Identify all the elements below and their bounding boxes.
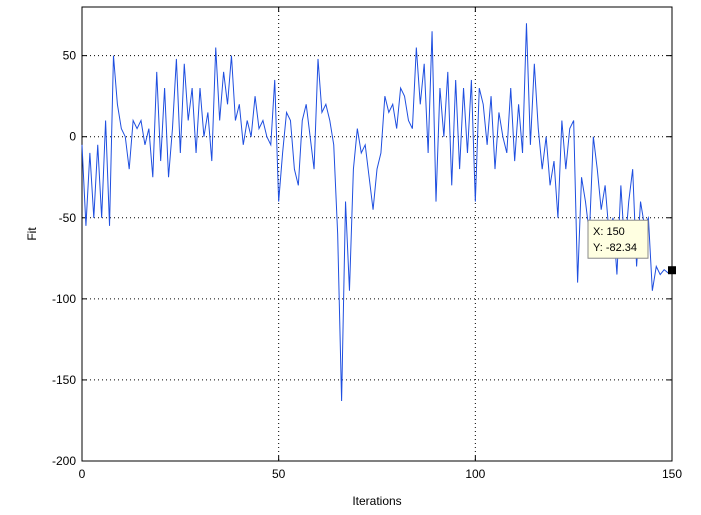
datatip-text: Y: -82.34: [593, 242, 637, 254]
datatip-box: [587, 219, 649, 259]
x-axis-label: Iterations: [352, 494, 401, 508]
x-tick-label: 150: [662, 467, 682, 481]
y-tick-label: -50: [59, 211, 77, 225]
y-tick-label: -150: [52, 373, 76, 387]
datatip-marker: [668, 266, 676, 275]
x-tick-label: 50: [272, 467, 286, 481]
datatip-text: X: 150: [593, 226, 625, 238]
y-tick-label: -100: [52, 292, 76, 306]
x-tick-label: 0: [79, 467, 86, 481]
plot-area: [81, 6, 673, 462]
y-axis-label: Fit: [25, 227, 39, 241]
series-line: [81, 23, 673, 402]
x-tick-label: 100: [465, 467, 485, 481]
y-tick-label: 50: [63, 49, 77, 63]
y-tick-label: 0: [69, 130, 76, 144]
y-tick-label: -200: [52, 454, 76, 468]
